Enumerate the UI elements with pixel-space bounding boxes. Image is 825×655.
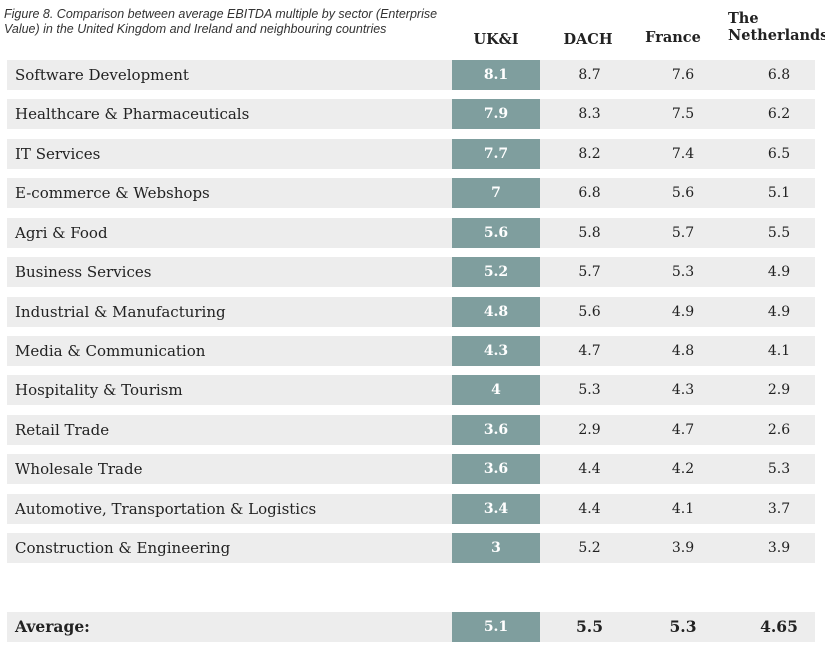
cell-uk-i: 4.8	[452, 297, 540, 327]
table-row: Software Development 8.1 8.7 7.6 6.8	[7, 60, 815, 90]
cell-netherlands: 4.9	[767, 264, 791, 280]
cell-netherlands: 5.1	[767, 185, 791, 201]
cell-netherlands: 3.7	[767, 501, 791, 517]
cell-uk-i: 7	[452, 178, 540, 208]
cell-uk-i: 3.6	[452, 454, 540, 484]
table-row: IT Services 7.7 8.2 7.4 6.5	[7, 139, 815, 169]
table-row: Wholesale Trade 3.6 4.4 4.2 5.3	[7, 454, 815, 484]
column-header-dach: DACH	[563, 31, 613, 48]
cell-uk-i: 5.2	[452, 257, 540, 287]
table-row: E-commerce & Webshops 7 6.8 5.6 5.1	[7, 178, 815, 208]
cell-uk-i: 3.6	[452, 415, 540, 445]
cell-france: 4.7	[671, 422, 695, 438]
cell-france: 4.9	[671, 304, 695, 320]
average-label: Average:	[15, 617, 90, 636]
cell-netherlands: 6.8	[767, 67, 791, 83]
cell-netherlands: 3.9	[767, 540, 791, 556]
sector-label: Retail Trade	[15, 421, 110, 439]
column-header-uk-i: UK&I	[473, 31, 519, 48]
cell-netherlands: 5.3	[767, 461, 791, 477]
sector-label: Business Services	[15, 263, 152, 281]
cell-netherlands: 5.5	[767, 225, 791, 241]
sector-label: Construction & Engineering	[15, 539, 231, 557]
sector-label: Agri & Food	[15, 224, 108, 242]
cell-netherlands: 2.9	[767, 382, 791, 398]
cell-dach: 5.8	[578, 225, 601, 241]
sector-label: Wholesale Trade	[15, 460, 143, 478]
cell-dach: 5.6	[578, 304, 601, 320]
table-row: Industrial & Manufacturing 4.8 5.6 4.9 4.9	[7, 297, 815, 327]
cell-france: 4.3	[671, 382, 695, 398]
cell-france: 7.5	[671, 106, 695, 122]
cell-dach: 8.3	[578, 106, 601, 122]
cell-uk-i: 7.9	[452, 99, 540, 129]
cell-uk-i: 5.1	[452, 612, 540, 642]
column-header-netherlands: The Netherlands	[728, 10, 825, 44]
cell-uk-i: 4.3	[452, 336, 540, 366]
cell-netherlands: 2.6	[767, 422, 791, 438]
figure-caption: Figure 8. Comparison between average EBI…	[4, 7, 438, 36]
cell-france: 5.7	[671, 225, 695, 241]
cell-netherlands: 4.65	[760, 617, 798, 636]
cell-dach: 2.9	[578, 422, 601, 438]
table-row: Retail Trade 3.6 2.9 4.7 2.6	[7, 415, 815, 445]
cell-france: 4.1	[671, 501, 695, 517]
average-row: Average: 5.1 5.5 5.3 4.65	[7, 612, 815, 642]
sector-label: Industrial & Manufacturing	[15, 303, 226, 321]
cell-uk-i: 8.1	[452, 60, 540, 90]
sector-label: Hospitality & Tourism	[15, 381, 183, 399]
cell-france: 5.3	[669, 617, 697, 636]
cell-dach: 5.3	[578, 382, 601, 398]
table-row: Construction & Engineering 3 5.2 3.9 3.9	[7, 533, 815, 563]
sector-label: E-commerce & Webshops	[15, 184, 210, 202]
cell-france: 7.4	[671, 146, 695, 162]
cell-france: 4.8	[671, 343, 695, 359]
cell-dach: 4.4	[578, 501, 601, 517]
cell-france: 3.9	[671, 540, 695, 556]
cell-uk-i: 5.6	[452, 218, 540, 248]
cell-dach: 4.4	[578, 461, 601, 477]
table-row: Agri & Food 5.6 5.8 5.7 5.5	[7, 218, 815, 248]
cell-uk-i: 7.7	[452, 139, 540, 169]
cell-dach: 8.2	[578, 146, 601, 162]
table-row: Automotive, Transportation & Logistics 3.…	[7, 494, 815, 524]
table-row: Business Services 5.2 5.7 5.3 4.9	[7, 257, 815, 287]
cell-france: 5.3	[671, 264, 695, 280]
cell-uk-i: 4	[452, 375, 540, 405]
cell-france: 4.2	[671, 461, 695, 477]
cell-uk-i: 3	[452, 533, 540, 563]
cell-dach: 5.7	[578, 264, 601, 280]
cell-dach: 4.7	[578, 343, 601, 359]
sector-label: Healthcare & Pharmaceuticals	[15, 105, 250, 123]
cell-france: 5.6	[671, 185, 695, 201]
table-row: Hospitality & Tourism 4 5.3 4.3 2.9	[7, 375, 815, 405]
cell-netherlands: 6.2	[767, 106, 791, 122]
cell-dach: 5.5	[576, 617, 603, 636]
sector-label: Software Development	[15, 66, 189, 84]
cell-dach: 5.2	[578, 540, 601, 556]
sector-label: Automotive, Transportation & Logistics	[15, 500, 317, 518]
cell-netherlands: 6.5	[767, 146, 791, 162]
cell-netherlands: 4.9	[767, 304, 791, 320]
table-row: Media & Communication 4.3 4.7 4.8 4.1	[7, 336, 815, 366]
table-row: Healthcare & Pharmaceuticals 7.9 8.3 7.5 6.2	[7, 99, 815, 129]
sector-label: Media & Communication	[15, 342, 206, 360]
sector-label: IT Services	[15, 145, 101, 163]
cell-dach: 8.7	[578, 67, 601, 83]
column-header-france: France	[645, 29, 701, 46]
cell-dach: 6.8	[578, 185, 601, 201]
cell-france: 7.6	[671, 67, 695, 83]
cell-netherlands: 4.1	[767, 343, 791, 359]
cell-uk-i: 3.4	[452, 494, 540, 524]
